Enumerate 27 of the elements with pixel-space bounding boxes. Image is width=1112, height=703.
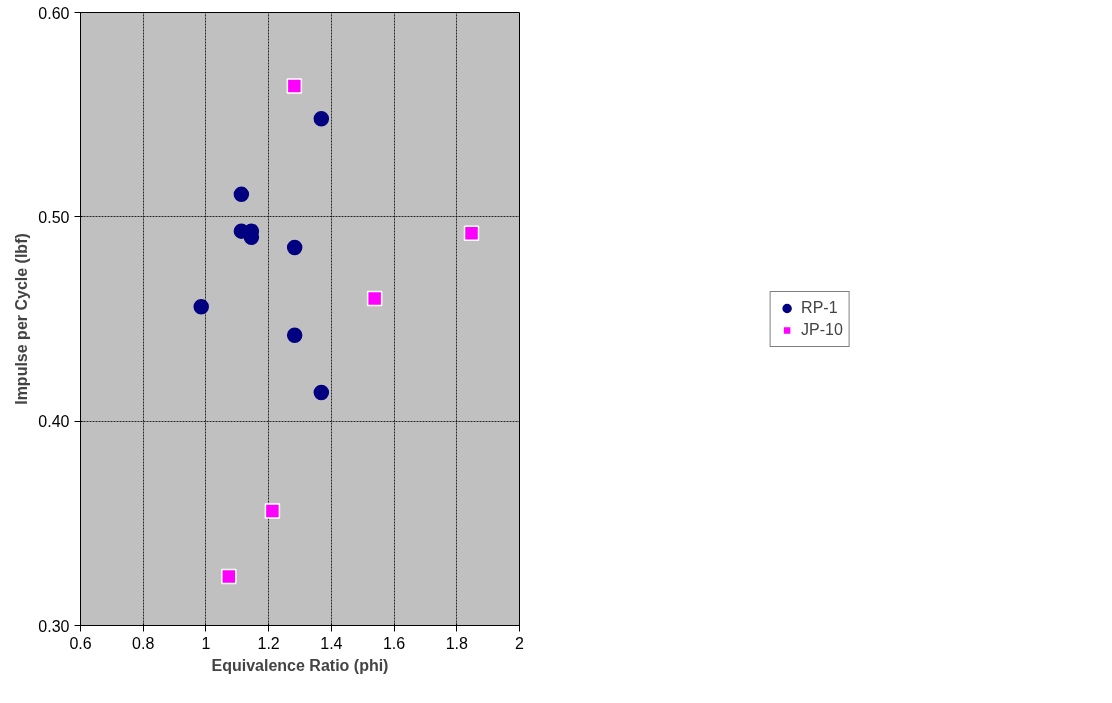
legend-label: JP-10: [801, 320, 843, 339]
legend-label: RP-1: [801, 298, 838, 317]
x-tick-label: 0.6: [69, 634, 92, 652]
point: [313, 111, 330, 127]
x-axis-title: Equivalence Ratio (phi): [211, 656, 389, 674]
x-tick-label: 1.6: [382, 634, 406, 652]
x-tick-label: 1: [201, 634, 211, 652]
point: [463, 225, 480, 241]
y-tick-label: 0.50: [38, 208, 70, 226]
y-tick-label: 0.60: [38, 4, 70, 22]
point: [264, 503, 281, 519]
point: [286, 78, 303, 94]
point: [286, 327, 303, 344]
y-tick-label: 0.30: [38, 617, 70, 635]
x-tick-label: 2: [515, 634, 525, 652]
point: [366, 290, 383, 307]
point: [313, 384, 330, 401]
x-tick-label: 1.8: [445, 634, 469, 652]
point: [286, 239, 303, 256]
point: [193, 299, 209, 315]
x-tick-label: 0.8: [132, 634, 155, 652]
x-tick-label: 1.4: [320, 634, 343, 652]
y-tick-label: 0.40: [38, 413, 70, 431]
x-tick-label: 1.2: [257, 634, 280, 652]
y-axis-title: Impulse per Cycle (lbf): [13, 233, 31, 405]
point: [233, 186, 250, 203]
point: [221, 568, 237, 585]
